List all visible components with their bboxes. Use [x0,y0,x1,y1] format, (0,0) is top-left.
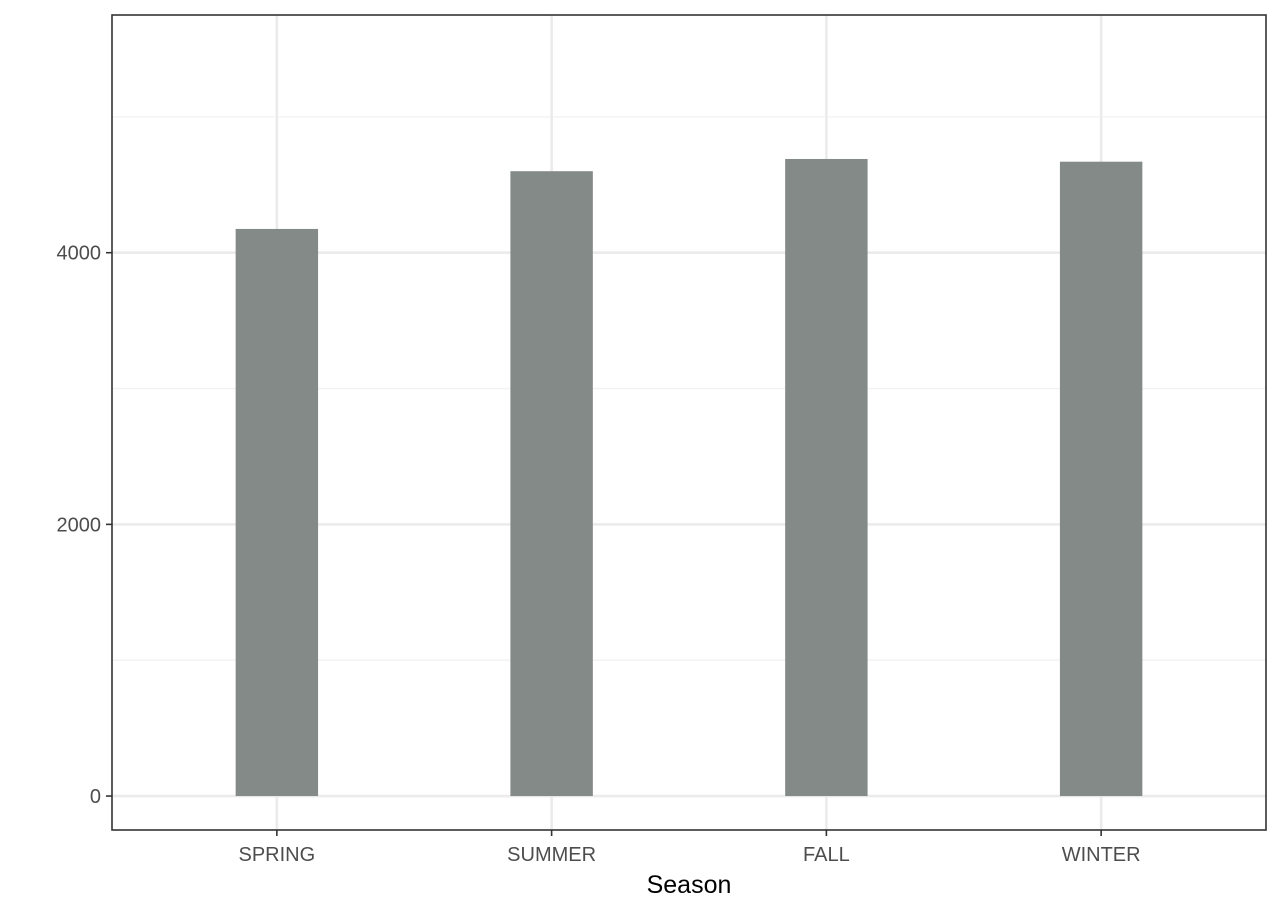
x-axis-title: Season [647,871,732,899]
y-tick-label: 0 [90,786,101,808]
bar-summer [510,171,593,797]
x-tick-label: SUMMER [507,844,596,866]
x-tick-label: SPRING [239,844,316,866]
y-tick-label: 4000 [57,243,102,265]
bar-winter [1059,161,1143,797]
x-axis: SPRING SUMMER FALL WINTER [239,830,1141,866]
y-tick-label: 2000 [57,514,102,536]
y-axis: 0 2000 4000 [57,243,112,808]
x-tick-label: WINTER [1062,844,1141,866]
bar-spring [235,228,319,797]
bar-fall [785,158,868,797]
panel-border [111,14,1267,831]
x-tick-label: FALL [803,844,850,866]
bars [235,158,1143,797]
